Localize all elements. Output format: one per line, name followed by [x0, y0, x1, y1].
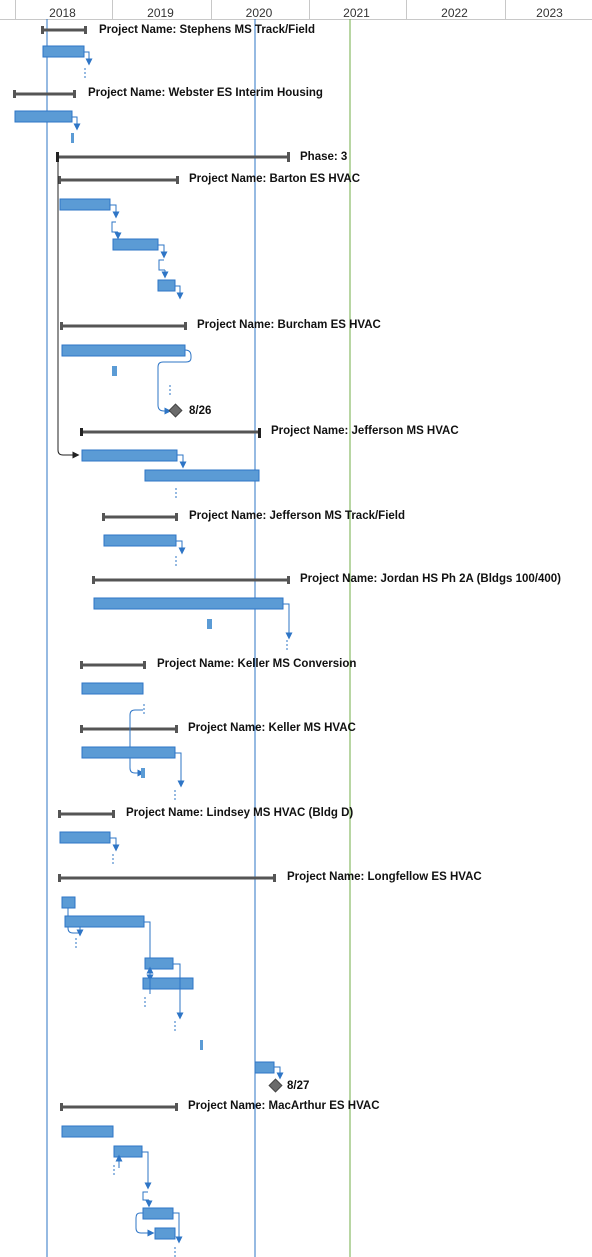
- timescale-year-2023: 2023: [505, 0, 592, 20]
- task-bar[interactable]: [154, 1227, 176, 1240]
- summary-label-keller-conversion: Project Name: Keller MS Conversion: [157, 658, 356, 670]
- summary-bar-lindsey[interactable]: [58, 810, 115, 818]
- dependency-link: [110, 837, 120, 852]
- summary-label-stephens: Project Name: Stephens MS Track/Field: [99, 24, 315, 36]
- task-bar[interactable]: [81, 682, 144, 695]
- dependency-link: [173, 963, 184, 1020]
- milestone-diamond[interactable]: [268, 1078, 283, 1093]
- task-bar[interactable]: [103, 534, 177, 547]
- task-bar[interactable]: [42, 45, 85, 58]
- summary-label-longfellow: Project Name: Longfellow ES HVAC: [287, 871, 482, 883]
- task-bar[interactable]: [112, 238, 159, 251]
- gantt-timescale: 2018 2019 2020 2021 2022 2023: [0, 0, 592, 20]
- summary-label-webster: Project Name: Webster ES Interim Housing: [88, 87, 323, 99]
- task-bar[interactable]: [61, 344, 186, 357]
- summary-label-jefferson-track: Project Name: Jefferson MS Track/Field: [189, 510, 405, 522]
- task-bar[interactable]: [59, 831, 111, 844]
- dependency-link: [129, 709, 145, 777]
- task-bar[interactable]: [81, 746, 176, 759]
- task-bar[interactable]: [141, 768, 145, 778]
- dependency-link: [175, 752, 185, 788]
- summary-bar-jordan[interactable]: [92, 576, 290, 584]
- task-bar[interactable]: [254, 1061, 275, 1074]
- summary-bar-keller-hvac[interactable]: [80, 725, 178, 733]
- timescale-year-2019: 2019: [112, 0, 208, 20]
- dependency-link: [67, 908, 80, 934]
- timescale-year-2020: 2020: [211, 0, 306, 20]
- dependency-link: [175, 285, 184, 300]
- dependency-link: [283, 603, 293, 640]
- dependency-link: [110, 204, 120, 219]
- dependency-link: [135, 1212, 155, 1237]
- task-bar[interactable]: [112, 366, 117, 376]
- task-bar[interactable]: [61, 896, 76, 909]
- task-bar[interactable]: [200, 1040, 203, 1050]
- task-bar[interactable]: [144, 469, 260, 482]
- dependency-link: [111, 221, 118, 233]
- dependency-link: [144, 921, 154, 982]
- task-bar[interactable]: [142, 1207, 174, 1220]
- summary-bar-longfellow[interactable]: [58, 874, 276, 882]
- dependency-link: [157, 349, 192, 415]
- task-bar[interactable]: [59, 198, 111, 211]
- summary-bar-stephens[interactable]: [41, 26, 87, 34]
- dependency-link: [177, 454, 187, 469]
- dependency-link: [84, 51, 93, 66]
- task-bar[interactable]: [144, 957, 174, 970]
- summary-bar-jefferson-hvac[interactable]: [80, 428, 261, 438]
- task-bar[interactable]: [64, 915, 145, 928]
- summary-label-burcham: Project Name: Burcham ES HVAC: [197, 319, 381, 331]
- task-bar[interactable]: [142, 977, 194, 990]
- summary-bar-jefferson-track[interactable]: [102, 513, 178, 521]
- summary-label-lindsey: Project Name: Lindsey MS HVAC (Bldg D): [126, 807, 353, 819]
- dependency-link: [142, 1191, 149, 1201]
- summary-bar-macarthur[interactable]: [60, 1103, 178, 1111]
- dependency-link: [176, 540, 186, 555]
- milestone-label-8-27: 8/27: [287, 1080, 309, 1092]
- timescale-year-2018: 2018: [15, 0, 109, 20]
- dependency-link: [158, 244, 168, 259]
- summary-bar-webster[interactable]: [13, 90, 76, 98]
- task-bar[interactable]: [93, 597, 284, 610]
- task-bar[interactable]: [113, 1145, 143, 1158]
- task-bar[interactable]: [157, 279, 176, 292]
- dependency-link: [72, 116, 81, 131]
- summary-bar-burcham[interactable]: [60, 322, 187, 330]
- summary-bar-keller-conversion[interactable]: [80, 661, 146, 669]
- milestone-diamond[interactable]: [168, 403, 183, 418]
- dependency-link: [57, 162, 80, 459]
- timescale-year-2021: 2021: [309, 0, 403, 20]
- task-bar[interactable]: [71, 133, 74, 143]
- task-bar[interactable]: [61, 1125, 114, 1138]
- dependency-link: [274, 1066, 284, 1080]
- timescale-year-2022: 2022: [406, 0, 502, 20]
- summary-label-phase-3: Phase: 3: [300, 151, 347, 163]
- summary-label-barton: Project Name: Barton ES HVAC: [189, 173, 360, 185]
- task-bar[interactable]: [207, 619, 212, 629]
- summary-bar-barton[interactable]: [58, 176, 179, 184]
- summary-label-jordan: Project Name: Jordan HS Ph 2A (Bldgs 100…: [300, 573, 561, 585]
- summary-label-macarthur: Project Name: MacArthur ES HVAC: [188, 1100, 380, 1112]
- summary-bar-phase-3[interactable]: [56, 152, 290, 162]
- milestone-label-8-26: 8/26: [189, 405, 211, 417]
- summary-label-jefferson-hvac: Project Name: Jefferson MS HVAC: [271, 425, 459, 437]
- task-bar[interactable]: [81, 449, 178, 462]
- dependency-link: [173, 1212, 183, 1244]
- summary-label-keller-hvac: Project Name: Keller MS HVAC: [188, 722, 356, 734]
- task-bar[interactable]: [14, 110, 73, 123]
- dependency-link: [142, 1151, 152, 1190]
- dependency-link: [158, 259, 165, 271]
